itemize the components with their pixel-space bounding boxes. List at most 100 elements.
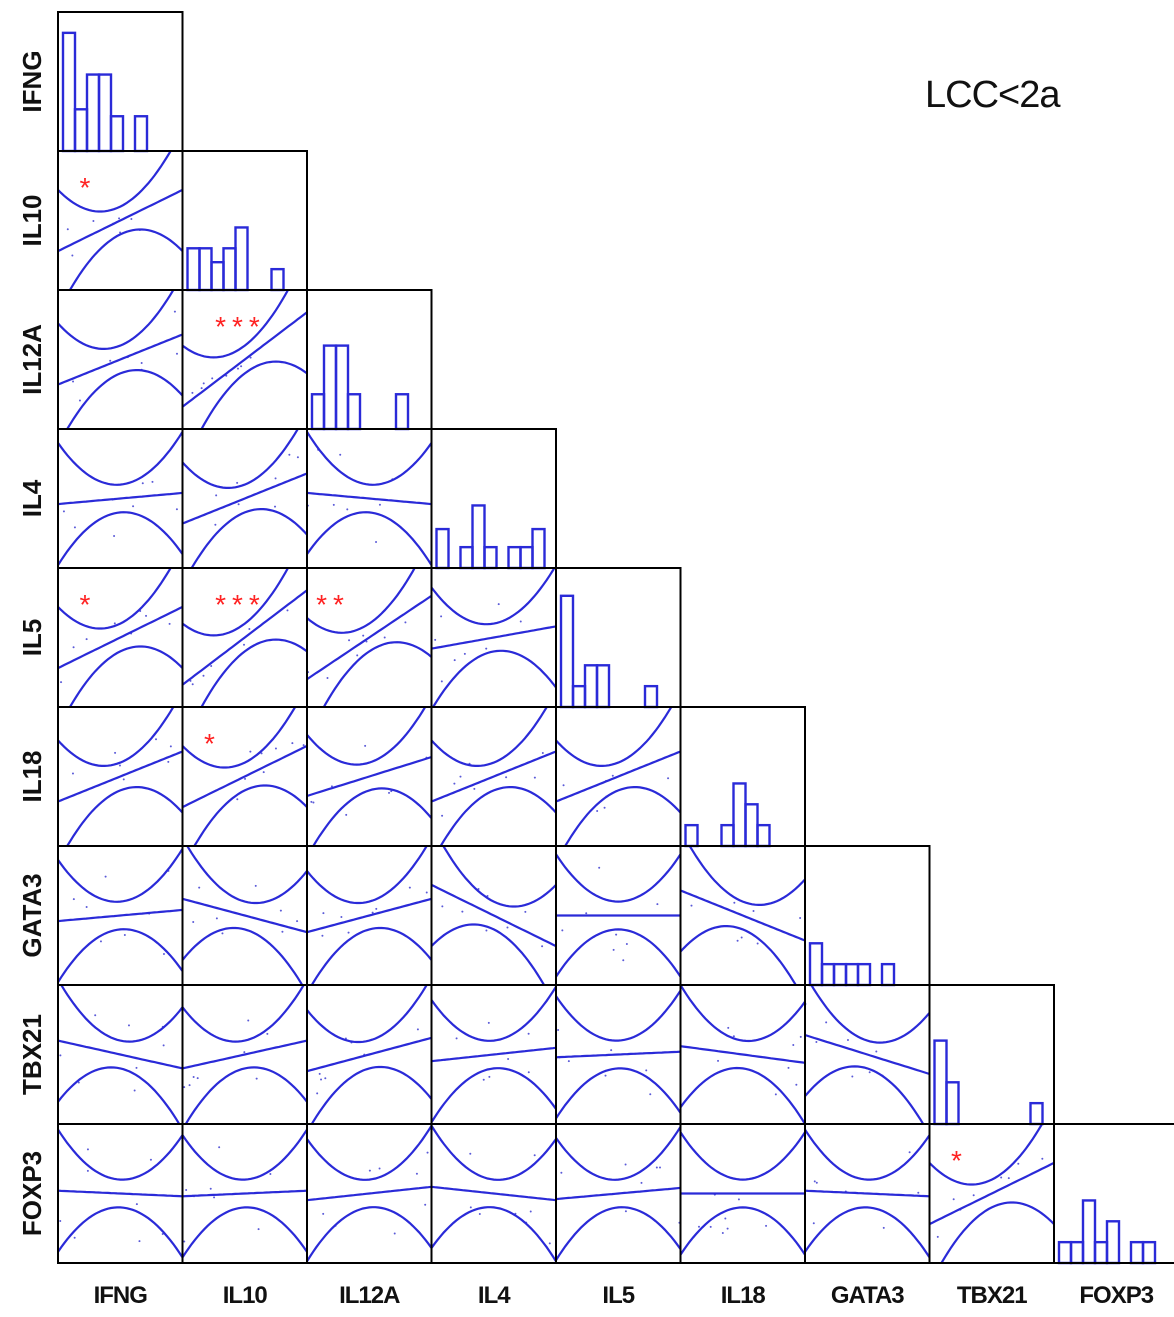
- scatter-point: [656, 903, 659, 906]
- column-label-il10: IL10: [223, 1282, 268, 1309]
- confidence-band-lower: [431, 649, 556, 707]
- confidence-band-lower: [65, 369, 183, 429]
- scatter-point: [113, 534, 116, 537]
- histogram-bar: [744, 803, 759, 848]
- scatter-point: [279, 909, 282, 912]
- scatter-point: [737, 1198, 740, 1201]
- scatter-point: [440, 615, 443, 618]
- panel-content: [805, 1128, 930, 1259]
- confidence-band-upper: [431, 707, 549, 767]
- regression-line: [680, 889, 805, 942]
- confidence-band-lower: [805, 1206, 930, 1259]
- scatter-point: [92, 220, 95, 223]
- histogram-bar: [435, 527, 450, 570]
- row-label-foxp3: FOXP3: [17, 1151, 47, 1236]
- histogram-bar: [222, 247, 237, 292]
- scatter-point: [77, 1081, 80, 1084]
- regression-line: [431, 625, 556, 650]
- regression-line: [58, 605, 183, 670]
- scatter-point: [151, 480, 154, 483]
- scatter-point: [71, 772, 74, 775]
- scatter-point: [383, 636, 386, 639]
- scatter-point: [236, 481, 239, 484]
- confidence-band-lower: [200, 638, 307, 707]
- scatter-point: [917, 1191, 920, 1194]
- confidence-band-lower: [307, 511, 432, 566]
- scatter-point: [487, 1021, 490, 1024]
- histogram-bar: [808, 942, 824, 987]
- row-label-gata3: GATA3: [17, 873, 47, 957]
- scatter-point: [72, 898, 75, 901]
- histogram-bar: [346, 393, 362, 431]
- panel-content: [680, 1131, 805, 1256]
- column-label-il5: IL5: [602, 1282, 634, 1309]
- confidence-band-upper: [431, 1125, 556, 1181]
- histogram-bar: [1141, 1240, 1157, 1265]
- panel-content: [307, 431, 432, 566]
- histogram-il12a: [307, 344, 432, 431]
- confidence-band-lower: [556, 928, 681, 978]
- scatter-point: [221, 932, 224, 935]
- scatter-point: [113, 622, 116, 625]
- histogram-bar: [820, 962, 836, 987]
- confidence-band-lower: [68, 645, 183, 707]
- scatter-point: [408, 886, 411, 889]
- histogram-bar: [531, 527, 546, 570]
- panel-content: [680, 985, 805, 1124]
- scatter-point: [175, 352, 178, 355]
- scatter-point: [209, 1187, 212, 1190]
- significance-stars: *: [951, 1145, 968, 1176]
- scatter-point: [192, 920, 195, 923]
- scatter-point: [488, 1075, 491, 1078]
- panel-content: [929, 1124, 1054, 1263]
- scatter-point: [236, 798, 239, 801]
- confidence-band-lower: [439, 786, 556, 846]
- scatter-point: [622, 959, 625, 962]
- panel-frame: [679, 706, 806, 847]
- confidence-band-upper: [307, 568, 416, 634]
- scatter-point: [952, 1198, 955, 1201]
- scatter-point: [815, 1041, 818, 1044]
- scatter-point: [109, 359, 112, 362]
- regression-line: [182, 897, 307, 934]
- scatter-point: [236, 367, 239, 370]
- scatter-point: [312, 801, 315, 804]
- scatter-point: [727, 1026, 730, 1029]
- panel-foxp3-tbx21: *: [929, 1124, 1054, 1263]
- scatter-point: [198, 886, 201, 889]
- scatter-point: [604, 1074, 607, 1077]
- confidence-band-lower: [805, 1065, 925, 1124]
- scatter-point: [624, 1163, 627, 1166]
- confidence-band-upper: [442, 846, 556, 908]
- panel-gata3-il12a: [307, 846, 432, 985]
- confidence-band-upper: [556, 853, 681, 903]
- confidence-band-lower: [556, 1067, 681, 1120]
- panel-content: [182, 568, 307, 707]
- panel-il18-ifng: [58, 707, 183, 846]
- histogram-bar: [643, 684, 659, 709]
- regression-line: [182, 1039, 307, 1070]
- scatter-point: [561, 929, 564, 932]
- scatter-point: [485, 647, 488, 650]
- panel-content: [556, 1126, 681, 1261]
- panel-il18-il5: [556, 707, 681, 846]
- histogram-bar: [270, 267, 285, 292]
- histogram-bar: [1093, 1240, 1109, 1265]
- confidence-band-upper: [929, 1124, 1044, 1186]
- scatter-point: [519, 620, 522, 623]
- confidence-band-lower: [182, 926, 304, 985]
- scatter-point: [368, 1169, 371, 1172]
- confidence-band-upper: [58, 848, 183, 903]
- confidence-band-upper: [688, 846, 805, 906]
- confidence-band-lower: [322, 641, 432, 707]
- panel-content: [556, 707, 681, 846]
- scatter-point: [316, 1092, 319, 1095]
- scatter-point: [135, 1203, 138, 1206]
- panel-content: [431, 846, 556, 985]
- panel-il12a-ifng: [58, 290, 183, 429]
- scatter-point: [302, 744, 305, 747]
- scatter-point: [322, 912, 325, 915]
- confidence-band-lower: [431, 923, 546, 985]
- regression-line: [431, 1185, 556, 1202]
